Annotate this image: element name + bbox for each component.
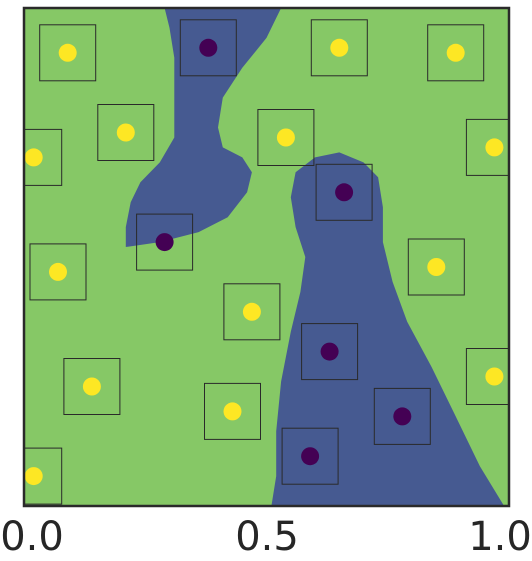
point-purple-4 bbox=[393, 407, 412, 426]
plot-frame bbox=[22, 6, 511, 508]
point-yellow-13 bbox=[24, 467, 43, 486]
scatter-points bbox=[24, 38, 504, 486]
point-boxes bbox=[24, 19, 509, 505]
point-box-yellow-3 bbox=[97, 104, 155, 161]
point-box-yellow-13 bbox=[24, 447, 63, 505]
point-box-yellow-0 bbox=[39, 24, 97, 82]
point-purple-3 bbox=[320, 342, 339, 361]
point-yellow-0 bbox=[58, 43, 77, 62]
decision-region-1 bbox=[271, 152, 505, 506]
point-yellow-4 bbox=[276, 128, 295, 147]
point-box-purple-4 bbox=[373, 387, 431, 445]
point-box-yellow-7 bbox=[29, 243, 87, 301]
point-box-yellow-6 bbox=[24, 128, 63, 186]
point-box-purple-3 bbox=[301, 323, 359, 381]
point-yellow-8 bbox=[427, 258, 446, 276]
point-box-purple-0 bbox=[179, 19, 237, 77]
point-box-yellow-9 bbox=[223, 283, 281, 341]
point-purple-0 bbox=[199, 38, 218, 57]
point-yellow-3 bbox=[116, 123, 135, 142]
x-tick-labels: 0.0 0.5 1.0 bbox=[0, 514, 532, 560]
decision-regions bbox=[125, 8, 505, 506]
point-box-yellow-4 bbox=[257, 109, 315, 166]
point-box-purple-5 bbox=[281, 427, 339, 485]
point-yellow-10 bbox=[82, 377, 101, 396]
point-box-yellow-1 bbox=[310, 19, 368, 77]
point-yellow-1 bbox=[330, 38, 349, 57]
x-tick-label-1: 0.5 bbox=[235, 514, 299, 560]
point-yellow-5 bbox=[485, 138, 504, 157]
point-box-yellow-5 bbox=[465, 118, 509, 176]
point-yellow-9 bbox=[242, 302, 261, 321]
x-tick-label-2: 1.0 bbox=[468, 514, 532, 560]
point-box-yellow-10 bbox=[63, 358, 121, 415]
point-box-yellow-11 bbox=[465, 348, 509, 405]
point-yellow-7 bbox=[49, 262, 67, 281]
point-box-yellow-12 bbox=[204, 382, 261, 440]
point-yellow-11 bbox=[485, 367, 504, 386]
point-yellow-2 bbox=[446, 43, 465, 62]
point-purple-5 bbox=[301, 447, 320, 466]
point-box-purple-2 bbox=[136, 213, 194, 271]
decision-region-0 bbox=[125, 8, 282, 247]
point-box-yellow-8 bbox=[407, 238, 465, 296]
point-yellow-12 bbox=[223, 402, 242, 421]
point-purple-2 bbox=[155, 233, 174, 252]
point-box-purple-1 bbox=[315, 163, 373, 221]
point-yellow-6 bbox=[24, 148, 43, 167]
x-tick-label-0: 0.0 bbox=[0, 514, 64, 560]
point-box-yellow-2 bbox=[427, 24, 485, 82]
point-purple-1 bbox=[335, 183, 354, 202]
